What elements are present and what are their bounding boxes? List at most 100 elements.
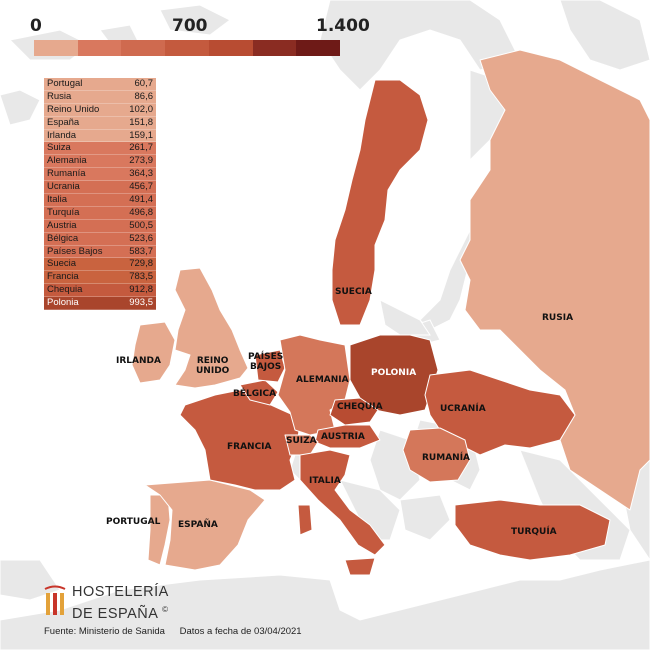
- table-country: Reino Unido: [47, 103, 100, 115]
- table-row: Rumanía 364,3: [44, 168, 156, 182]
- label-italia: ITALIA: [309, 476, 341, 486]
- label-rusia: RUSIA: [542, 313, 574, 323]
- label-alemania: ALEMANIA: [296, 375, 349, 385]
- table-value: 364,3: [129, 168, 153, 180]
- table-value: 583,7: [129, 245, 153, 257]
- logo-mark: ©: [162, 605, 169, 614]
- label-portugal: PORTUGAL: [106, 517, 161, 527]
- table-country: Turquía: [47, 206, 80, 218]
- table-country: Países Bajos: [47, 245, 103, 257]
- table-value: 500,5: [129, 219, 153, 231]
- table-row: Alemania 273,9: [44, 155, 156, 169]
- table-country: Rumanía: [47, 168, 86, 180]
- table-value: 60,7: [134, 78, 154, 89]
- label-suecia: SUECIA: [335, 287, 372, 297]
- table-row: Reino Unido 102,0: [44, 103, 156, 117]
- table-country: Italia: [47, 194, 68, 206]
- table-country: Bélgica: [47, 232, 79, 244]
- logo-line-2: DE ESPAÑA: [72, 605, 158, 622]
- table-row: Bélgica 523,6: [44, 232, 156, 246]
- country-francia: [179, 389, 301, 491]
- country-reino-unido: [174, 267, 249, 389]
- table-country: España: [47, 116, 80, 128]
- country-suecia: [331, 79, 429, 326]
- label-reino-unido: REINO UNIDO: [196, 356, 230, 376]
- label-polonia: POLONIA: [371, 368, 417, 378]
- table-country: Rusia: [47, 90, 72, 102]
- label-belgica: BÉLGICA: [233, 389, 277, 399]
- label-irlanda: IRLANDA: [116, 356, 161, 366]
- label-turquia: TURQUÍA: [511, 527, 557, 537]
- table-value: 159,1: [129, 129, 153, 141]
- footer-date: Datos a fecha de 03/04/2021: [179, 626, 302, 637]
- scale-label-max: 1.400: [316, 16, 370, 36]
- data-table: Portugal 60,7 Rusia 86,6 Reino Unido 102,0 Esp…: [44, 78, 156, 311]
- country-italia: [299, 449, 386, 556]
- table-country: Polonia: [47, 297, 79, 309]
- table-row: Ucrania 456,7: [44, 181, 156, 195]
- table-row: Suecia 729,8: [44, 258, 156, 272]
- country-alemania: [277, 334, 351, 436]
- country-paises-bajos: [254, 349, 286, 383]
- table-value: 273,9: [129, 155, 153, 167]
- label-chequia: CHEQUIA: [337, 402, 383, 412]
- scale-swatch: [121, 40, 166, 56]
- table-country: Austria: [47, 219, 77, 231]
- countries: [131, 49, 650, 576]
- table-row: Turquía 496,8: [44, 206, 156, 220]
- country-belgica: [239, 379, 279, 406]
- logo-mark-icon: [44, 584, 66, 616]
- table-row: España 151,8: [44, 116, 156, 130]
- country-rusia: [459, 49, 650, 511]
- scale-swatch: [34, 40, 78, 56]
- label-espana: ESPAÑA: [178, 520, 218, 530]
- table-row: Polonia 993,5: [44, 297, 156, 311]
- logo-line-1: HOSTELERÍA: [72, 584, 169, 600]
- scale-label-min: 0: [30, 16, 42, 36]
- table-value: 102,0: [129, 103, 153, 115]
- table-row: Irlanda 159,1: [44, 129, 156, 143]
- table-country: Suiza: [47, 142, 71, 154]
- label-suiza: SUIZA: [286, 436, 317, 446]
- country-espana: [144, 479, 266, 571]
- table-value: 456,7: [129, 181, 153, 193]
- table-value: 86,6: [134, 90, 154, 102]
- table-country: Suecia: [47, 258, 77, 270]
- label-francia: FRANCIA: [227, 442, 272, 452]
- country-chequia: [329, 397, 379, 426]
- table-country: Portugal: [47, 78, 83, 89]
- table-row: Austria 500,5: [44, 219, 156, 233]
- hosteleria-logo: HOSTELERÍA DE ESPAÑA ©: [44, 584, 169, 623]
- table-row: Francia 783,5: [44, 271, 156, 285]
- table-value: 491,4: [129, 194, 153, 206]
- table-row: Italia 491,4: [44, 194, 156, 207]
- footer-source: Fuente: Ministerio de Sanida: [44, 626, 165, 637]
- table-row: Países Bajos 583,7: [44, 245, 156, 259]
- table-row: Rusia 86,6: [44, 90, 156, 104]
- scale-swatch: [252, 40, 297, 56]
- table-country: Francia: [47, 271, 79, 283]
- table-value: 261,7: [129, 142, 153, 154]
- table-value: 523,6: [129, 232, 153, 244]
- table-value: 993,5: [129, 297, 153, 309]
- country-rumania: [402, 427, 471, 483]
- table-value: 729,8: [129, 258, 153, 270]
- table-country: Irlanda: [47, 129, 77, 141]
- table-row: Portugal 60,7: [44, 78, 156, 91]
- label-austria: AUSTRIA: [321, 432, 365, 442]
- scale-swatch: [165, 40, 209, 56]
- table-country: Ucrania: [47, 181, 80, 193]
- scale-swatch: [296, 40, 341, 56]
- scale-label-mid: 700: [172, 16, 208, 36]
- table-value: 912,8: [129, 284, 153, 296]
- country-italia-cerdena: [297, 504, 313, 536]
- country-turquia: [454, 499, 611, 561]
- table-value: 496,8: [129, 206, 153, 218]
- country-irlanda: [131, 321, 176, 384]
- scale-swatch: [208, 40, 253, 56]
- label-ucrania: UCRANÍA: [440, 404, 486, 414]
- table-row: Suiza 261,7: [44, 142, 156, 156]
- footer: Fuente: Ministerio de Sanida Datos a fec…: [44, 626, 314, 637]
- label-rumania: RUMANÍA: [422, 453, 471, 463]
